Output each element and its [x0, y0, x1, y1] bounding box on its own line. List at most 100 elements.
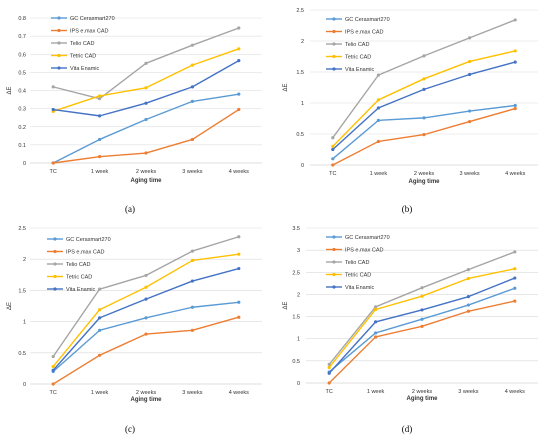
y-tick-label: 0.7 [18, 34, 26, 40]
x-axis-title: Aging time [131, 178, 163, 184]
x-tick-label: 1 week [370, 171, 388, 177]
data-point [190, 63, 194, 67]
x-tick-label: TC [329, 171, 336, 177]
legend-label: IPS e.max CAD [345, 248, 384, 254]
data-point [51, 354, 55, 359]
series-line-4 [332, 50, 516, 147]
y-tick-label: 0.4 [18, 89, 26, 95]
data-point [327, 362, 331, 366]
data-point [374, 307, 378, 312]
x-tick-label: 4 weeks [505, 389, 525, 395]
x-tick-label: 4 weeks [229, 390, 249, 396]
data-point [374, 331, 378, 335]
legend-label: IPS e.max CAD [66, 250, 105, 256]
legend-marker [332, 42, 336, 46]
legend-label: GC Cerasmart270 [66, 237, 111, 243]
y-tick-label: 0.5 [18, 351, 26, 357]
data-point [513, 250, 517, 254]
legend-marker [53, 274, 57, 279]
legend-marker [332, 285, 336, 289]
legend-label: Vita Enamic [345, 67, 374, 73]
data-point [376, 98, 380, 102]
y-tick-label: 3.5 [292, 226, 300, 232]
legend-marker [57, 66, 61, 70]
y-tick-label: 1.5 [292, 315, 300, 321]
y-tick-label: 2.5 [296, 8, 304, 14]
series-line-4 [52, 253, 239, 367]
data-point [513, 18, 517, 22]
legend-label: IPS e.max CAD [70, 29, 109, 35]
data-point [466, 276, 470, 281]
x-tick-label: 4 weeks [229, 169, 249, 175]
data-point [144, 316, 148, 320]
y-tick-label: 1 [301, 101, 304, 107]
data-point [422, 133, 426, 137]
data-point [420, 286, 424, 290]
x-axis-title: Aging time [131, 397, 163, 403]
y-tick-label: 3 [297, 248, 300, 254]
data-point [98, 97, 102, 101]
y-tick-label: 0.8 [18, 16, 26, 22]
data-point [190, 279, 194, 283]
y-tick-label: 0.3 [18, 107, 26, 113]
data-point [466, 309, 470, 313]
series-line-3 [328, 251, 516, 365]
chart-panel-b: 0 0.5 1 1.5 2 2.5 TC 1 week 2 weeks 3 weeks 4 week… [283, 8, 538, 214]
data-point [237, 235, 241, 239]
legend-marker [53, 262, 57, 266]
legend-marker [53, 249, 57, 254]
x-tick-label: 3 weeks [182, 390, 202, 396]
legend-marker [332, 29, 336, 34]
data-point [144, 273, 148, 278]
y-tick-label: 0 [23, 382, 26, 388]
data-point [513, 267, 517, 271]
data-point [374, 320, 378, 324]
legend-label: GC Cerasmart270 [345, 17, 390, 23]
legend-label: Tetric CAD [345, 273, 371, 279]
legend-marker [57, 53, 61, 58]
y-axis-title: ΔE [283, 83, 289, 91]
legend-label: Telio CAD [66, 262, 90, 268]
chart-panel-d: 0 0.5 1 1.5 2 2.5 3 3.5 TC 1 week 2 weeks 3 weeks 4 … [283, 226, 538, 434]
legend-marker [332, 54, 336, 59]
y-axis-title: ΔE [7, 86, 13, 94]
legend-marker [332, 247, 336, 252]
legend-marker [53, 287, 57, 291]
data-point [466, 268, 470, 272]
data-point [144, 117, 148, 122]
data-point [468, 72, 472, 77]
legend-marker [332, 272, 336, 277]
x-tick-label: 1 week [367, 389, 385, 395]
x-tick-label: 3 weeks [460, 171, 480, 177]
legend-label: Vita Enamic [70, 66, 99, 72]
legend-marker [332, 235, 336, 239]
panel-label: (a) [125, 204, 135, 214]
x-tick-label: TC [50, 169, 57, 175]
y-tick-label: 2 [301, 39, 304, 45]
y-tick-label: 0 [301, 163, 304, 169]
data-point [327, 365, 331, 370]
data-point [327, 371, 331, 375]
data-point [237, 107, 241, 112]
data-point [98, 328, 102, 332]
legend-label: Tetric CAD [66, 275, 92, 281]
legend-marker [332, 260, 336, 264]
data-point [51, 364, 55, 369]
data-point [468, 36, 472, 40]
data-point [51, 161, 55, 165]
data-point [331, 163, 335, 167]
x-tick-label: 1 week [91, 169, 109, 175]
x-tick-label: TC [50, 390, 57, 396]
data-point [376, 118, 380, 122]
data-point [468, 109, 472, 113]
data-point [513, 106, 517, 111]
data-point [190, 85, 194, 89]
data-point [51, 368, 55, 372]
y-tick-label: 2 [297, 292, 300, 298]
panel-label: (b) [402, 204, 413, 214]
x-tick-label: 2 weeks [136, 390, 156, 396]
data-point [374, 335, 378, 339]
y-tick-label: 0 [23, 161, 26, 167]
y-tick-label: 0 [297, 381, 300, 387]
